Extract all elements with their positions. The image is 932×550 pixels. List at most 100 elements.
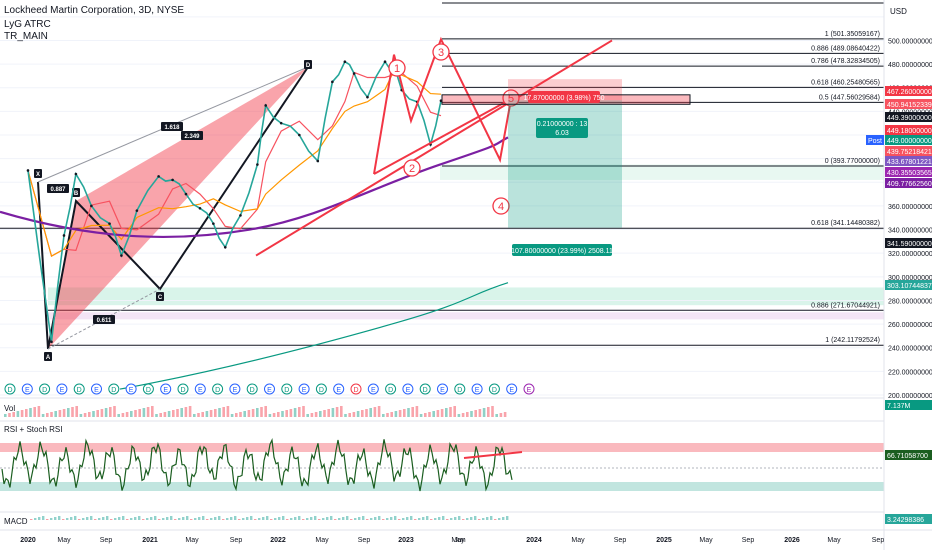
- price-point: [75, 173, 78, 176]
- macd-bar: [214, 517, 216, 520]
- time-tick: May: [57, 537, 71, 544]
- macd-bar: [182, 517, 184, 520]
- price-tick: 320.00000000: [888, 251, 932, 258]
- volume-bar: [495, 414, 498, 417]
- macd-bar: [482, 518, 484, 520]
- price-tick: 360.00000000: [888, 204, 932, 211]
- price-tick: 280.00000000: [888, 298, 932, 305]
- macd-bar: [90, 516, 92, 520]
- price-tick: 200.00000000: [888, 393, 932, 400]
- volume-bar: [151, 406, 154, 417]
- macd-value: 3.24298386: [887, 517, 924, 524]
- macd-bar: [450, 518, 452, 520]
- macd-bar: [502, 517, 504, 520]
- event-label: E: [60, 387, 65, 394]
- volume-bar: [411, 407, 414, 417]
- volume-bar: [449, 407, 452, 417]
- volume-bar: [269, 414, 272, 417]
- volume-bar: [462, 413, 465, 417]
- macd-bar: [86, 517, 88, 520]
- macd-bar: [106, 516, 108, 520]
- time-tick: May: [315, 537, 329, 544]
- macd-bar: [390, 517, 392, 520]
- volume-bar: [348, 413, 351, 417]
- volume-bar: [327, 409, 330, 417]
- indicator-label-2[interactable]: TR_MAIN: [4, 31, 48, 42]
- macd-bar: [362, 516, 364, 520]
- macd-bar: [346, 516, 348, 520]
- macd-bar: [318, 519, 320, 520]
- macd-bar: [226, 518, 228, 520]
- price-point: [316, 160, 319, 163]
- macd-bar: [230, 517, 232, 520]
- support-band-2: [48, 312, 884, 319]
- macd-bar: [394, 516, 396, 520]
- macd-bar: [134, 517, 136, 520]
- price-point: [298, 134, 301, 137]
- volume-bar: [84, 413, 87, 417]
- volume-bar: [8, 413, 11, 417]
- macd-bar: [102, 517, 104, 520]
- macd-bar: [54, 517, 56, 520]
- fib-label: 1 (242.11792524): [825, 337, 880, 344]
- volume-bar: [75, 406, 78, 417]
- macd-bar: [406, 517, 408, 520]
- macd-bar: [322, 518, 324, 520]
- time-tick: May: [571, 537, 585, 544]
- price-badge-text: 449.39000000: [887, 115, 932, 122]
- pattern-point-D: D: [306, 63, 311, 69]
- volume-bar: [273, 413, 276, 417]
- macd-bar: [210, 518, 212, 520]
- macd-bar: [310, 517, 312, 520]
- post-label: Post: [868, 138, 882, 145]
- volume-bar: [88, 412, 91, 417]
- pattern-ratio: 2.349: [184, 134, 200, 140]
- volume-bar: [4, 414, 7, 417]
- volume-bar: [466, 412, 469, 417]
- volume-bar: [487, 407, 490, 417]
- indicator-label-1[interactable]: LyG ATRC: [4, 19, 51, 30]
- event-label: D: [180, 387, 185, 394]
- macd-bar: [98, 518, 100, 520]
- event-label: E: [163, 387, 168, 394]
- event-label: E: [336, 387, 341, 394]
- price-point: [264, 104, 267, 107]
- pattern-ratio: 1.618: [164, 125, 180, 131]
- macd-bar: [454, 517, 456, 520]
- price-point: [90, 205, 93, 208]
- macd-bar: [282, 516, 284, 520]
- price-tick: 500.00000000: [888, 38, 932, 45]
- price-point: [63, 234, 66, 237]
- volume-bar: [143, 408, 146, 417]
- macd-bar: [150, 517, 152, 520]
- volume-bar: [54, 411, 57, 417]
- macd-bar: [126, 519, 128, 520]
- time-tick: 2024: [526, 537, 542, 544]
- macd-bar: [154, 516, 156, 520]
- volume-label: Vol: [4, 404, 15, 413]
- macd-bar: [110, 519, 112, 520]
- macd-bar: [186, 516, 188, 520]
- time-tick: Jun: [454, 537, 465, 544]
- volume-bar: [63, 409, 66, 417]
- volume-bar: [17, 411, 20, 417]
- macd-bar: [350, 519, 352, 520]
- rsi-value: 66.71058700: [887, 453, 928, 460]
- macd-bar: [254, 519, 256, 520]
- volume-bar: [294, 408, 297, 417]
- volume-bar: [491, 406, 494, 417]
- macd-bar: [326, 517, 328, 520]
- volume-bar: [138, 409, 141, 417]
- volume-bar: [395, 411, 398, 417]
- fib-label: 0.886 (271.67044921): [811, 302, 880, 309]
- volume-bar: [369, 408, 372, 417]
- macd-bar: [82, 518, 84, 520]
- volume-bar: [453, 406, 456, 417]
- support-band: [48, 287, 884, 305]
- volume-bar: [71, 407, 74, 417]
- macd-bar: [474, 516, 476, 520]
- macd-bar: [274, 518, 276, 520]
- macd-bar: [194, 518, 196, 520]
- price-tick: 240.00000000: [888, 346, 932, 353]
